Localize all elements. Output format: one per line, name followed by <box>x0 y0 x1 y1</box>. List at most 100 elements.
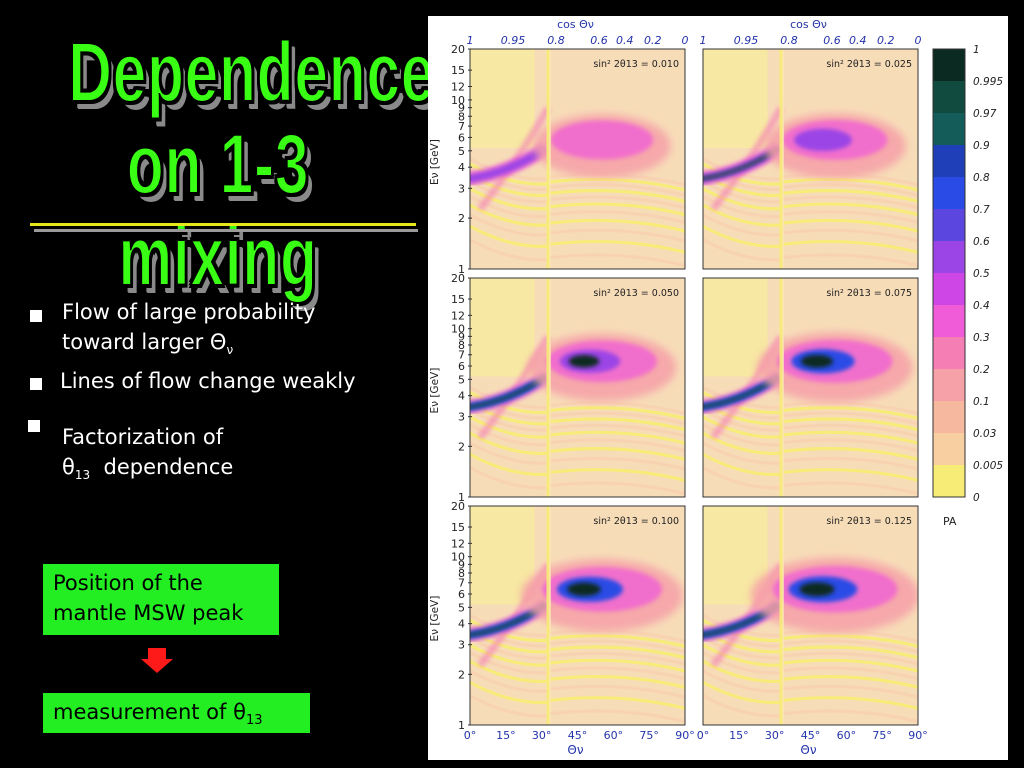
colorbar-segment <box>933 209 965 242</box>
y-tick-label: 7 <box>458 120 465 133</box>
colorbar-tick-label: 1 <box>973 44 980 56</box>
x-tick-label: 60° <box>604 729 624 742</box>
top-tick-label: 0.4 <box>616 34 634 47</box>
x-tick-label: 45° <box>568 729 588 742</box>
top-tick-label: 0 <box>682 34 689 47</box>
y-tick-label: 12 <box>451 537 465 550</box>
title-line-1: Dependence <box>68 25 436 119</box>
y-tick-label: 4 <box>458 618 465 631</box>
colorbar-frame <box>932 48 966 498</box>
y-axis-title: Eν [GeV] <box>429 368 441 414</box>
title-line-2: on 1-3 mixing <box>118 117 318 303</box>
panel-label: sin² 2θ13 = 0.125 <box>826 516 912 527</box>
colorbar-segment <box>933 401 965 434</box>
y-tick-label: 10 <box>451 323 465 336</box>
colorbar-tick-label: 0.995 <box>973 76 1003 88</box>
colorbar-tick-label: 0.4 <box>973 300 990 312</box>
y-tick-label: 8 <box>458 110 465 123</box>
y-axis-title: Eν [GeV] <box>429 139 441 185</box>
panel-frame <box>469 277 686 498</box>
colorbar-segment <box>933 369 965 402</box>
colorbar-segment <box>933 145 965 178</box>
x-axis-title: Θν <box>800 743 816 757</box>
colorbar-segment <box>933 465 965 498</box>
oscillogram-figure: sin² 2θ13 = 0.010 sin² 2θ13 = 0.025 sin² 2… <box>428 16 1008 760</box>
x-tick-label: 0° <box>697 729 710 742</box>
oscillogram-svg: sin² 2θ13 = 0.010 sin² 2θ13 = 0.025 sin² 2… <box>429 18 1003 757</box>
colorbar-segment <box>933 337 965 370</box>
y-tick-label: 4 <box>458 161 465 174</box>
colorbar-tick-label: 0.6 <box>973 236 990 248</box>
measurement-subscript: 13 <box>245 713 263 729</box>
panel-frame <box>469 48 686 270</box>
y-tick-label: 9 <box>458 558 465 571</box>
y-tick-label: 15 <box>451 64 465 77</box>
y-axis-title: Eν [GeV] <box>429 596 441 642</box>
measurement-text: measurement of θ <box>53 700 246 724</box>
colorbar-tick-label: 0.03 <box>973 428 996 440</box>
colorbar-tick-label: 0.2 <box>973 364 990 376</box>
bullet-text: Factorization of θ <box>62 425 224 479</box>
y-tick-label: 20 <box>451 500 465 513</box>
colorbar-segment <box>933 113 965 146</box>
panel-frame <box>469 505 686 726</box>
bullet-marker <box>28 420 40 432</box>
y-tick-label: 6 <box>458 131 465 144</box>
y-tick-label: 10 <box>451 551 465 564</box>
y-tick-label: 5 <box>458 373 465 386</box>
oscillogram-panel <box>470 49 685 269</box>
x-tick-label: 75° <box>872 729 892 742</box>
colorbar-segment <box>933 49 965 82</box>
y-tick-label: 2 <box>458 668 465 681</box>
top-tick-label: 0.8 <box>547 34 565 47</box>
y-tick-label: 15 <box>451 293 465 306</box>
y-tick-label: 7 <box>458 577 465 590</box>
y-tick-label: 2 <box>458 212 465 225</box>
colorbar-segment <box>933 433 965 466</box>
panel-frame <box>702 48 919 270</box>
colorbar-segment <box>933 241 965 274</box>
top-tick-label: 0.6 <box>590 34 608 47</box>
bullet-subscript: ν <box>226 343 234 358</box>
y-tick-label: 5 <box>458 601 465 614</box>
bullet-subscript: 13 <box>74 468 91 483</box>
panel-label: sin² 2θ13 = 0.025 <box>826 59 912 70</box>
x-tick-label: 60° <box>837 729 857 742</box>
top-tick-label: 0.95 <box>501 34 526 47</box>
bullet-marker <box>30 378 42 390</box>
oscillogram-panel <box>703 278 918 497</box>
title-underline-yellow <box>30 223 416 226</box>
top-tick-label: 0 <box>915 34 922 47</box>
y-tick-label: 5 <box>458 145 465 158</box>
oscillogram-panel <box>703 49 918 269</box>
y-tick-label: 4 <box>458 390 465 403</box>
y-tick-label: 15 <box>451 521 465 534</box>
top-tick-label: 0.6 <box>823 34 841 47</box>
y-tick-label: 12 <box>451 81 465 94</box>
top-tick-label: 0.4 <box>849 34 867 47</box>
colorbar-title: PA <box>943 515 957 528</box>
colorbar-tick-label: 0.7 <box>973 204 990 216</box>
panel-label: sin² 2θ13 = 0.075 <box>826 288 912 299</box>
y-tick-label: 20 <box>451 272 465 285</box>
down-arrow-icon <box>141 648 173 673</box>
bullet-item: Factorization of θ13 dependence <box>62 422 233 490</box>
slide-title: Dependence on 1-3 mixing <box>68 25 436 303</box>
msw-peak-text: Position of the mantle MSW peak <box>53 571 244 625</box>
y-tick-label: 1 <box>458 491 465 504</box>
x-axis-title: Θν <box>567 743 583 757</box>
bullet-item: Lines of flow change weakly <box>60 369 356 393</box>
panel-label: sin² 2θ13 = 0.050 <box>593 288 679 299</box>
y-tick-label: 3 <box>458 182 465 195</box>
colorbar-segment <box>933 177 965 210</box>
y-tick-label: 12 <box>451 309 465 322</box>
bullet-marker <box>30 310 42 322</box>
y-tick-label: 7 <box>458 349 465 362</box>
panel-label: sin² 2θ13 = 0.010 <box>593 59 679 70</box>
colorbar-tick-label: 0 <box>973 492 980 504</box>
y-tick-label: 6 <box>458 588 465 601</box>
y-tick-label: 1 <box>458 263 465 276</box>
bullet-text-tail: dependence <box>90 455 234 479</box>
colorbar-tick-label: 0.97 <box>973 108 997 120</box>
colorbar-segment <box>933 81 965 114</box>
